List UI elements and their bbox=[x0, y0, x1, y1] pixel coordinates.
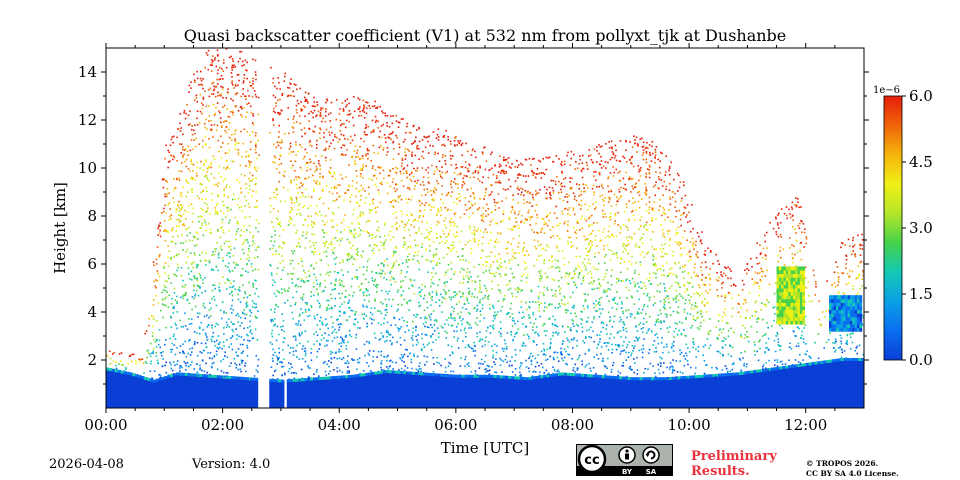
colorbar-tick-label: 0.0 bbox=[909, 351, 933, 369]
colorbar-bar bbox=[883, 95, 903, 361]
x-tick-label: 02:00 bbox=[201, 416, 244, 434]
colorbar-scale-label: 1e−6 bbox=[873, 85, 900, 96]
y-tick-label: 2 bbox=[87, 351, 97, 369]
y-tick-label: 14 bbox=[78, 63, 97, 81]
colorbar-tick-label: 6.0 bbox=[909, 87, 933, 105]
cc-license-badge: cc BY SA bbox=[576, 444, 673, 476]
copyright-notice: © TROPOS 2026. CC BY SA 4.0 License. bbox=[806, 459, 899, 479]
x-tick-label: 00:00 bbox=[84, 416, 127, 434]
x-tick-label: 10:00 bbox=[667, 416, 710, 434]
footer-version: Version: 4.0 bbox=[192, 457, 271, 472]
x-axis-label: Time [UTC] bbox=[441, 439, 530, 457]
heatmap-layer bbox=[106, 48, 864, 408]
x-tick-label: 12:00 bbox=[784, 416, 827, 434]
y-tick-label: 6 bbox=[87, 255, 97, 273]
y-tick-label: 10 bbox=[78, 159, 97, 177]
copyright-line-2: CC BY SA 4.0 License. bbox=[806, 469, 899, 478]
preliminary-notice: Preliminary Results. bbox=[691, 449, 777, 479]
preliminary-line-1: Preliminary bbox=[691, 449, 777, 464]
cc-icon bbox=[577, 444, 607, 474]
x-tick-label: 08:00 bbox=[551, 416, 594, 434]
copyright-line-1: © TROPOS 2026. bbox=[806, 459, 879, 468]
chart-title: Quasi backscatter coefficient (V1) at 53… bbox=[184, 26, 787, 45]
boundary-layer bbox=[106, 358, 864, 408]
plot-background bbox=[106, 48, 864, 408]
footer-date: 2026-04-08 bbox=[49, 457, 124, 472]
x-tick-label: 06:00 bbox=[434, 416, 477, 434]
aerosol-scatter bbox=[106, 48, 864, 382]
y-tick-label: 4 bbox=[87, 303, 97, 321]
colorbar: 1e−6 0.0 1.5 3.0 4.5 6.0 bbox=[873, 85, 933, 369]
colorbar-tick-label: 4.5 bbox=[909, 153, 933, 171]
colorbar-tick-label: 1.5 bbox=[909, 285, 933, 303]
x-axis: 00:00 02:00 04:00 06:00 08:00 10:00 12:00 bbox=[84, 43, 836, 434]
elevated-layers bbox=[776, 266, 863, 332]
preliminary-line-2: Results. bbox=[691, 464, 750, 479]
colorbar-ticks: 0.0 1.5 3.0 4.5 6.0 bbox=[902, 87, 933, 369]
colorbar-tick-label: 3.0 bbox=[909, 219, 933, 237]
sa-icon bbox=[642, 446, 660, 464]
by-label: BY bbox=[622, 468, 633, 476]
y-axis: 2 4 6 8 10 12 14 bbox=[78, 63, 869, 385]
y-tick-label: 8 bbox=[87, 207, 97, 225]
sa-label: SA bbox=[646, 468, 657, 476]
x-tick-label: 04:00 bbox=[318, 416, 361, 434]
y-tick-label: 12 bbox=[78, 111, 97, 129]
y-axis-label: Height [km] bbox=[51, 182, 69, 274]
